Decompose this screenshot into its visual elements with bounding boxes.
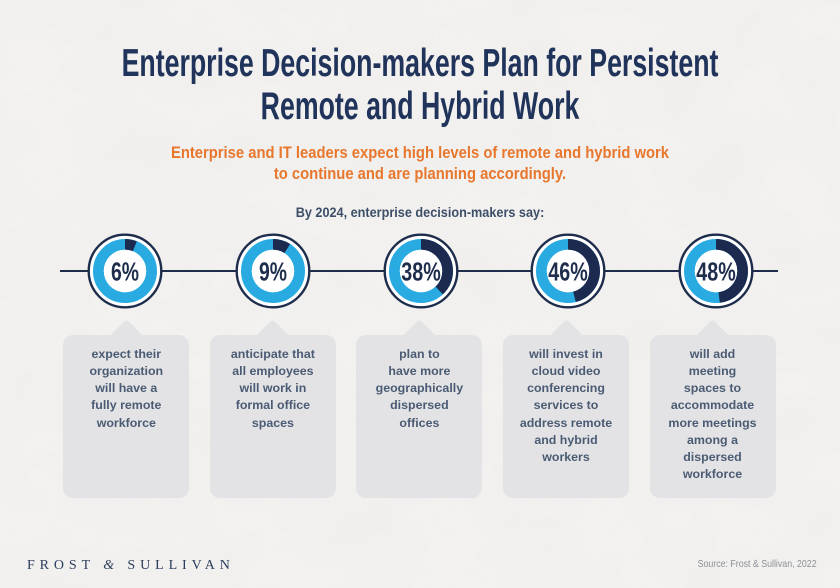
svg-text:48%: 48% [696,256,736,286]
svg-text:38%: 38% [401,256,441,286]
svg-text:46%: 46% [548,256,588,286]
svg-text:9%: 9% [259,256,287,286]
svg-text:6%: 6% [111,256,139,286]
